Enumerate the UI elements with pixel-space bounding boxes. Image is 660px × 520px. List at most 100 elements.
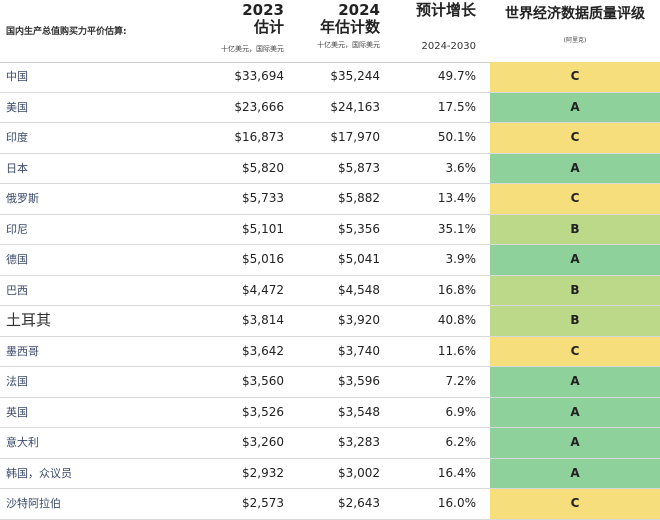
value-2023: $16,873	[234, 130, 284, 144]
value-2023: $5,820	[242, 160, 284, 175]
value-2024: $3,740	[338, 343, 380, 358]
value-2024: $3,920	[338, 313, 380, 327]
value-2024: $35,244	[330, 69, 380, 83]
growth-value: 49.7%	[437, 69, 476, 83]
quality-grade: A	[490, 458, 660, 488]
quality-grade: A	[490, 428, 660, 458]
growth-value: 50.1%	[437, 130, 476, 144]
column-2024-unit: 十亿美元，国际美元	[317, 41, 380, 49]
value-2023: $4,472	[242, 282, 284, 297]
country-name: 法国	[6, 375, 28, 388]
quality-grade: B	[490, 306, 660, 336]
quality-grade: B	[490, 275, 660, 305]
quality-grade: A	[490, 367, 660, 397]
column-2023-header: 2023 估计 十亿美元，国际美元	[200, 2, 284, 54]
column-2024-title: 年估计数	[319, 18, 380, 36]
value-2024: $17,970	[330, 130, 380, 144]
table-row: 印尼 $5,101 $5,356 35.1% B	[0, 214, 660, 245]
growth-value: 6.2%	[445, 435, 477, 449]
value-2023: $3,260	[242, 435, 284, 449]
table-row: 巴西 $4,472 $4,548 16.8% B	[0, 275, 660, 306]
country-name: 印尼	[6, 222, 28, 236]
table-body: 中国 $33,694 $35,244 49.7% C 美国 $23,666 $24,163 17…	[0, 62, 660, 520]
value-2024: $3,283	[338, 435, 380, 449]
value-2024: $3,002	[338, 465, 380, 480]
growth-value: 40.8%	[437, 313, 476, 327]
country-name: 中国	[6, 70, 28, 83]
country-name: 德国	[6, 253, 28, 266]
growth-value: 16.8%	[437, 282, 476, 297]
table-row: 沙特阿拉伯 $2,573 $2,643 16.0% C	[0, 489, 660, 520]
country-name: 墨西哥	[6, 344, 39, 358]
country-name: 英国	[6, 405, 28, 419]
table-row: 中国 $33,694 $35,244 49.7% C	[0, 62, 660, 93]
column-2023-title: 估计	[253, 18, 284, 36]
table-row: 德国 $5,016 $5,041 3.9% A	[0, 245, 660, 276]
growth-value: 11.6%	[437, 343, 476, 358]
table-row: 美国 $23,666 $24,163 17.5% A	[0, 92, 660, 123]
value-2023: $5,101	[242, 221, 284, 236]
quality-grade: A	[490, 245, 660, 275]
value-2023: $2,932	[242, 465, 284, 480]
growth-range: 2024-2030	[421, 41, 476, 52]
table-header: 国内生产总值购买力平价估算: 2023 估计 十亿美元，国际美元 2024 年估…	[0, 0, 660, 63]
value-2024: $5,356	[338, 221, 380, 236]
value-2023: $5,016	[242, 252, 284, 266]
rating-column-header: 世界经济数据质量评级 (阿里克)	[490, 6, 660, 44]
growth-value: 13.4%	[437, 191, 476, 205]
rating-title: 世界经济数据质量评级	[505, 6, 645, 22]
rating-note: (阿里克)	[563, 37, 587, 44]
growth-value: 6.9%	[445, 404, 477, 419]
quality-grade: C	[490, 62, 660, 92]
growth-value: 7.2%	[445, 374, 477, 388]
value-2023: $3,560	[242, 374, 284, 388]
table-row: 土耳其 $3,814 $3,920 40.8% B	[0, 306, 660, 337]
country-name: 意大利	[6, 436, 39, 449]
quality-grade: C	[490, 336, 660, 366]
value-2024: $3,596	[338, 374, 380, 388]
growth-title: 预计增长	[415, 1, 476, 19]
growth-value: 17.5%	[437, 99, 476, 114]
quality-grade: C	[490, 123, 660, 153]
quality-grade: A	[490, 397, 660, 427]
value-2024: $5,873	[338, 160, 380, 175]
country-name: 韩国，众议员	[6, 466, 72, 480]
table-row: 印度 $16,873 $17,970 50.1% C	[0, 123, 660, 154]
value-2023: $33,694	[234, 69, 284, 83]
value-2023: $23,666	[234, 99, 284, 114]
quality-grade: A	[490, 153, 660, 183]
country-name: 日本	[6, 161, 28, 175]
growth-value: 3.6%	[445, 160, 477, 175]
column-2023-unit: 十亿美元，国际美元	[221, 45, 284, 53]
quality-grade: C	[490, 184, 660, 214]
country-name: 巴西	[6, 283, 28, 297]
value-2023: $5,733	[242, 191, 284, 205]
table-row: 法国 $3,560 $3,596 7.2% A	[0, 367, 660, 398]
table-row: 墨西哥 $3,642 $3,740 11.6% C	[0, 336, 660, 367]
value-2024: $5,882	[338, 191, 380, 205]
value-2023: $3,814	[242, 313, 284, 327]
column-2024-year: 2024	[338, 1, 380, 19]
country-name: 美国	[6, 100, 28, 114]
table-row: 英国 $3,526 $3,548 6.9% A	[0, 397, 660, 428]
value-2023: $3,526	[242, 404, 284, 419]
value-2024: $5,041	[338, 252, 380, 266]
table-row: 日本 $5,820 $5,873 3.6% A	[0, 153, 660, 184]
growth-value: 3.9%	[445, 252, 477, 266]
country-name: 印度	[6, 131, 28, 144]
quality-grade: B	[490, 214, 660, 244]
growth-column-header: 预计增长 2024-2030	[396, 1, 476, 53]
value-2023: $3,642	[242, 343, 284, 358]
growth-value: 16.4%	[437, 465, 476, 480]
growth-value: 35.1%	[437, 221, 476, 236]
table-row: 俄罗斯 $5,733 $5,882 13.4% C	[0, 184, 660, 215]
country-name: 土耳其	[6, 311, 52, 329]
country-name: 俄罗斯	[6, 192, 39, 205]
column-2023-year: 2023	[242, 1, 284, 19]
column-2024-header: 2024 年估计数 十亿美元，国际美元	[300, 2, 380, 50]
value-2024: $4,548	[338, 282, 380, 297]
country-column-header: 国内生产总值购买力平价估算:	[6, 27, 127, 37]
table-row: 意大利 $3,260 $3,283 6.2% A	[0, 428, 660, 459]
table-row: 韩国，众议员 $2,932 $3,002 16.4% A	[0, 458, 660, 489]
